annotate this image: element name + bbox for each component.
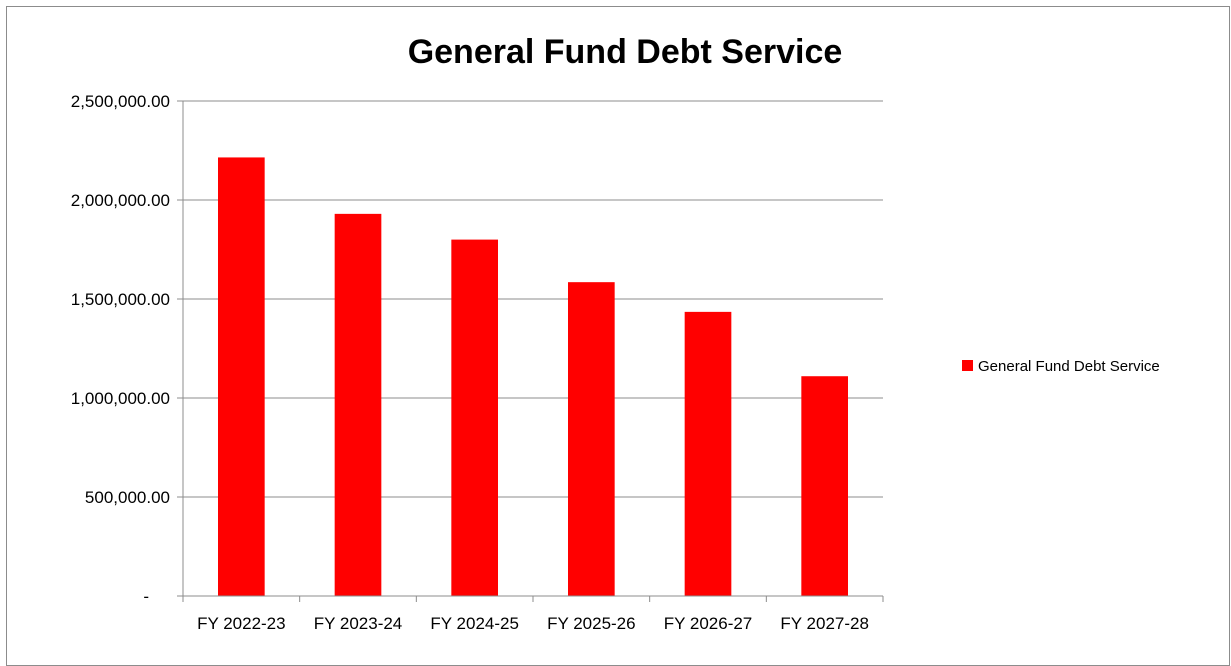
bar	[218, 157, 265, 596]
x-tick-label: FY 2026-27	[664, 614, 753, 633]
bar	[451, 239, 498, 596]
bar	[684, 311, 732, 596]
x-tick-label: FY 2024-25	[430, 614, 519, 633]
bar	[568, 282, 615, 596]
grid-lines	[183, 100, 883, 498]
y-tick-label: 2,000,000.00	[71, 191, 170, 210]
axes: - 500,000.00 1,000,000.00 1,500,000.00 2,000…	[71, 92, 884, 633]
y-tick-label: 1,000,000.00	[71, 389, 170, 408]
legend-label: General Fund Debt Service	[978, 358, 1160, 375]
legend: General Fund Debt Service	[962, 358, 1160, 375]
chart-title: General Fund Debt Service	[408, 33, 843, 71]
x-tick-label: FY 2027-28	[780, 614, 869, 633]
legend-swatch	[962, 360, 973, 371]
y-tick-label: -	[143, 587, 149, 606]
x-tick-label: FY 2025-26	[547, 614, 636, 633]
x-tick-label: FY 2022-23	[197, 614, 286, 633]
y-tick-label: 500,000.00	[85, 488, 170, 507]
y-tick-label: 1,500,000.00	[71, 290, 170, 309]
x-tick-label: FY 2023-24	[314, 614, 403, 633]
bars	[218, 157, 848, 597]
chart-frame	[6, 6, 1230, 666]
bar	[334, 213, 382, 597]
bar	[801, 376, 848, 596]
y-tick-label: 2,500,000.00	[71, 92, 170, 111]
